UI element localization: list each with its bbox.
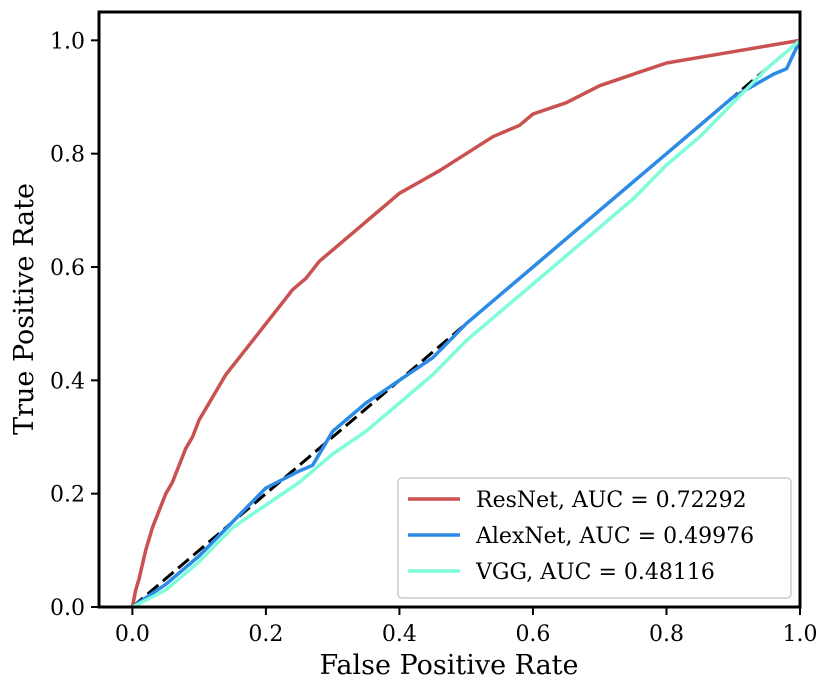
ticks-layer: 0.0 0.2 0.4 0.6 0.8 1.0 0.0 0.2 0.4 0.6 0.8 1.0 [50, 29, 818, 647]
y-tick-label: 0.0 [50, 596, 85, 621]
series-line-resnet [130, 38, 800, 607]
legend-label-resnet: ResNet, AUC = 0.72292 [476, 488, 747, 513]
series-layer [130, 38, 800, 607]
y-tick-label: 1.0 [50, 29, 85, 54]
x-tick-label: 0.6 [515, 622, 550, 647]
series-line-alexnet [130, 38, 800, 607]
series-line-vgg [130, 38, 800, 607]
y-tick-label: 0.2 [50, 483, 85, 508]
y-axis-label: True Positive Rate [9, 183, 40, 435]
y-tick-label: 0.6 [50, 256, 85, 281]
legend-label-alexnet: AlexNet, AUC = 0.49976 [475, 524, 754, 549]
legend-box [397, 477, 792, 599]
x-tick-label: 1.0 [783, 622, 818, 647]
legend: ResNet, AUC = 0.72292 AlexNet, AUC = 0.49… [397, 477, 792, 599]
x-tick-label: 0.0 [115, 622, 150, 647]
legend-label-vgg: VGG, AUC = 0.48116 [475, 560, 715, 585]
x-tick-label: 0.2 [248, 622, 283, 647]
x-tick-label: 0.8 [649, 622, 684, 647]
plot-frame [97, 10, 802, 609]
x-tick-label: 0.4 [382, 622, 417, 647]
y-tick-label: 0.8 [50, 143, 85, 168]
y-tick-label: 0.4 [50, 369, 85, 394]
x-axis-label: False Positive Rate [319, 650, 578, 681]
